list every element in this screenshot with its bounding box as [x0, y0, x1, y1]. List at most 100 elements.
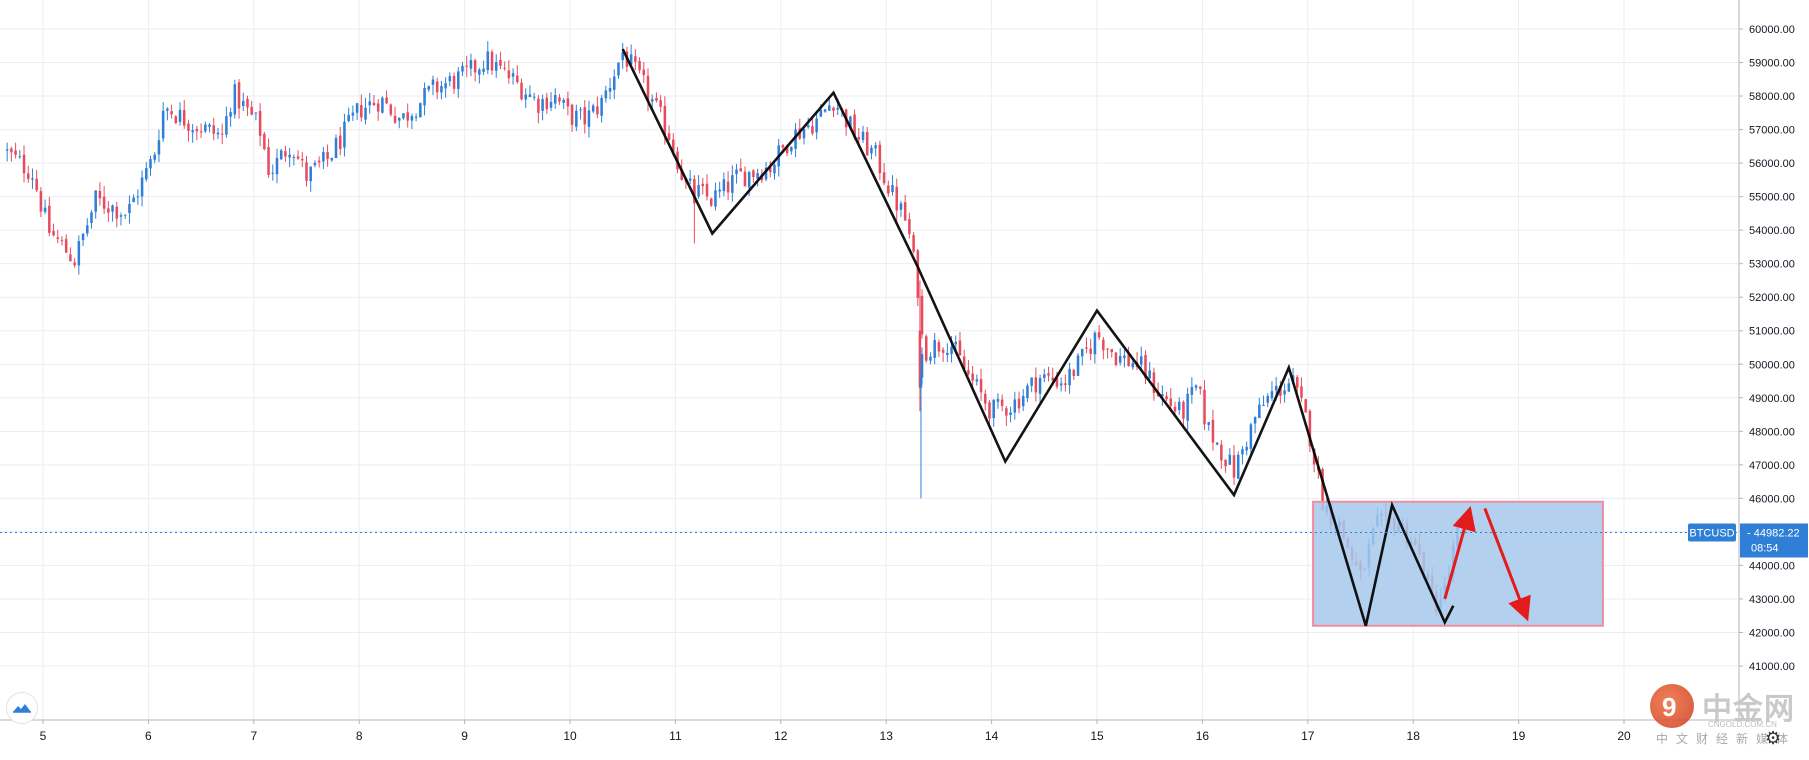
candle-body	[794, 129, 797, 149]
candle-body	[128, 203, 131, 213]
candle-body	[351, 112, 355, 116]
x-tick-label: 5	[40, 729, 47, 743]
candle-body	[111, 205, 114, 212]
candle-body	[1064, 383, 1067, 386]
price-badge-value: - 44982.22	[1747, 527, 1800, 539]
candle-body	[899, 203, 903, 210]
candle-body	[1013, 399, 1017, 413]
candle-body	[174, 116, 178, 123]
axis-layer: 60000.00 59000.00 58000.00 57000.00 56000.00…	[0, 0, 1808, 743]
candle-body	[241, 101, 245, 106]
candle-body	[1093, 332, 1097, 355]
candle-body	[731, 175, 734, 193]
candle-body	[806, 125, 810, 128]
candle-body	[600, 97, 603, 116]
candle-body	[1266, 396, 1270, 403]
candle-body	[1211, 419, 1215, 443]
x-tick-label: 19	[1512, 729, 1526, 743]
candle-body	[208, 124, 211, 127]
candle-body	[279, 150, 283, 160]
candle-body	[1207, 422, 1210, 426]
candle-body	[1203, 389, 1206, 425]
candle-body	[43, 207, 47, 212]
candle-body	[1110, 349, 1114, 352]
candle-body	[250, 106, 253, 115]
candle-body	[1258, 404, 1261, 419]
candle-body	[975, 379, 979, 382]
gear-icon[interactable]: ⚙	[1765, 728, 1782, 748]
candle-body	[743, 171, 747, 187]
candle-body	[924, 336, 928, 361]
y-tick-label: 59000.00	[1749, 58, 1795, 70]
candle-body	[634, 56, 637, 62]
candle-body	[1232, 455, 1236, 478]
candle-body	[621, 52, 624, 61]
candle-body	[1169, 398, 1173, 406]
candle-body	[317, 160, 321, 163]
candle-body	[545, 97, 549, 110]
candle-body	[322, 152, 325, 162]
candle-body	[520, 82, 523, 100]
candle-body	[596, 106, 599, 115]
candle-body	[246, 99, 249, 108]
candle-body	[629, 54, 633, 65]
candle-body	[237, 82, 241, 109]
candle-body	[642, 69, 646, 76]
arrow-down[interactable]	[1483, 507, 1531, 622]
candle-body	[486, 51, 490, 71]
candle-body	[1123, 355, 1126, 359]
symbol-badge[interactable]	[1688, 523, 1736, 542]
candle-body	[355, 103, 359, 113]
y-tick-label: 58000.00	[1749, 91, 1795, 103]
price-badge	[1740, 523, 1808, 558]
candle-body	[1245, 446, 1248, 451]
candle-body	[929, 356, 932, 361]
candle-body	[954, 341, 958, 345]
watermark-domain: CNGOLD.COM.CN	[1708, 720, 1777, 729]
candle-body	[233, 84, 237, 115]
y-tick-label: 49000.00	[1749, 393, 1795, 405]
y-tick-label: 46000.00	[1749, 493, 1795, 505]
candle-body	[22, 154, 26, 174]
candle-body	[1279, 386, 1282, 396]
candle-body	[1038, 378, 1042, 394]
candle-body	[343, 121, 346, 148]
candle-body	[195, 129, 199, 132]
watermark-title: 中金网	[1702, 692, 1795, 727]
candle-body	[435, 81, 439, 93]
candle-body	[958, 340, 962, 356]
price-badge-countdown: 08:54	[1751, 542, 1779, 554]
candle-body	[996, 398, 1000, 402]
candle-body	[1114, 352, 1118, 365]
candle-body	[1228, 454, 1232, 465]
candle-body	[756, 173, 759, 179]
candle-body	[781, 145, 785, 148]
candles-layer	[5, 41, 1459, 617]
candle-body	[338, 135, 342, 149]
watermark-logo-icon: 9	[1650, 684, 1694, 728]
candle-body	[1055, 378, 1059, 387]
y-tick-label: 53000.00	[1749, 259, 1795, 271]
arrow-up[interactable]	[1443, 505, 1476, 600]
tradingview-logo-icon[interactable]	[6, 692, 38, 724]
candle-body	[861, 131, 865, 140]
y-tick-label: 41000.00	[1749, 661, 1795, 673]
candle-body	[292, 157, 296, 159]
x-tick-label: 13	[880, 729, 894, 743]
candle-body	[229, 112, 232, 117]
candle-body	[1148, 370, 1151, 379]
candle-body	[903, 202, 907, 221]
candle-body	[853, 114, 856, 138]
candle-body	[465, 65, 468, 67]
candle-body	[1127, 354, 1130, 366]
candle-body	[145, 168, 148, 180]
candle-body	[473, 60, 477, 73]
candle-body	[288, 154, 291, 158]
y-tick-label: 44000.00	[1749, 560, 1795, 572]
candle-body	[802, 129, 806, 139]
zigzag-trendline[interactable]	[621, 48, 1455, 627]
candle-body	[1118, 356, 1122, 363]
range-rectangle[interactable]	[1312, 500, 1604, 627]
candle-body	[10, 148, 13, 153]
